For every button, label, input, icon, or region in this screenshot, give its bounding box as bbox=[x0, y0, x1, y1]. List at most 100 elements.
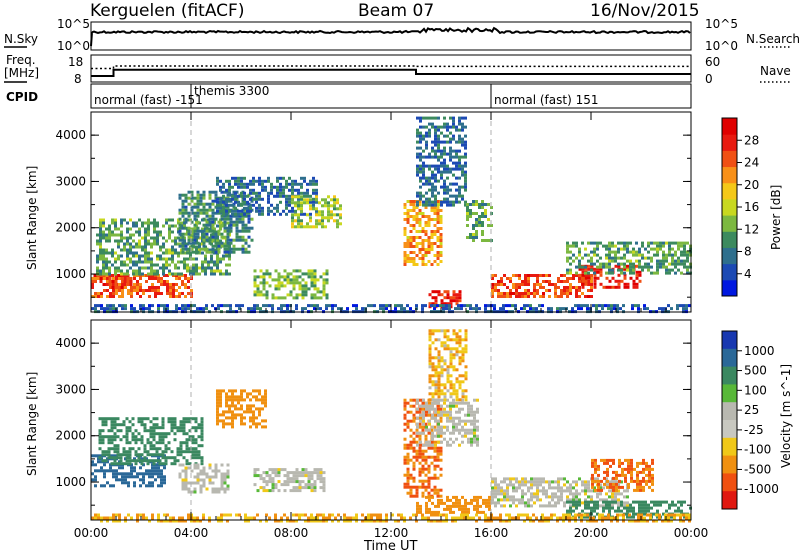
heatmap-cell bbox=[668, 268, 671, 272]
heatmap-cell bbox=[128, 459, 132, 463]
heatmap-cell bbox=[258, 191, 261, 195]
heatmap-cell bbox=[107, 429, 111, 433]
heatmap-cell bbox=[120, 269, 123, 273]
heatmap-cell bbox=[614, 492, 617, 496]
heatmap-cell bbox=[151, 484, 154, 488]
heatmap-cell bbox=[129, 266, 132, 270]
heatmap-cell bbox=[554, 501, 557, 505]
heatmap-cell bbox=[406, 410, 410, 414]
heatmap-cell bbox=[255, 407, 258, 411]
heatmap-cell bbox=[126, 257, 129, 261]
heatmap-cell bbox=[644, 509, 647, 513]
heatmap-cell bbox=[382, 304, 385, 308]
heatmap-cell bbox=[102, 221, 105, 225]
heatmap-cell bbox=[530, 292, 533, 295]
heatmap-cell bbox=[274, 269, 278, 273]
heatmap-cell bbox=[551, 283, 554, 286]
heatmap-cell bbox=[190, 208, 194, 212]
heatmap-cell bbox=[436, 236, 440, 239]
heatmap-cell bbox=[644, 512, 647, 516]
heatmap-cell bbox=[225, 197, 228, 201]
heatmap-cell bbox=[246, 407, 249, 411]
heatmap-cell bbox=[301, 471, 305, 475]
heatmap-cell bbox=[437, 425, 440, 429]
heatmap-cell bbox=[603, 470, 606, 474]
heatmap-cell bbox=[548, 289, 551, 292]
heatmap-cell bbox=[108, 233, 111, 237]
heatmap-cell bbox=[575, 506, 578, 510]
heatmap-cell bbox=[145, 469, 148, 473]
heatmap-cell bbox=[581, 501, 584, 505]
heatmap-cell bbox=[584, 506, 587, 510]
heatmap-cell bbox=[437, 338, 441, 342]
heatmap-cell bbox=[250, 307, 253, 311]
heatmap-cell bbox=[578, 247, 581, 251]
heatmap-cell bbox=[258, 176, 261, 180]
heatmap-cell bbox=[292, 287, 296, 291]
heatmap-cell bbox=[431, 401, 434, 405]
heatmap-cell bbox=[382, 307, 385, 311]
heatmap-cell bbox=[603, 482, 606, 486]
heatmap-cell bbox=[184, 304, 187, 308]
heatmap-cell bbox=[144, 233, 147, 237]
heatmap-cell bbox=[572, 253, 575, 257]
heatmap-cell bbox=[572, 498, 575, 502]
heatmap-cell bbox=[300, 225, 303, 229]
heatmap-cell bbox=[264, 398, 267, 402]
heatmap-cell bbox=[304, 486, 308, 490]
heatmap-cell bbox=[422, 164, 425, 168]
heatmap-cell bbox=[196, 229, 200, 233]
heatmap-cell bbox=[249, 416, 252, 420]
heatmap-cell bbox=[99, 221, 102, 225]
heatmap-cell bbox=[307, 477, 311, 481]
heatmap-cell bbox=[237, 176, 240, 180]
heatmap-cell bbox=[120, 239, 123, 243]
heatmap-cell bbox=[339, 204, 342, 208]
heatmap-cell bbox=[503, 498, 506, 502]
heatmap-cell bbox=[187, 286, 190, 289]
heatmap-cell bbox=[412, 209, 416, 212]
heatmap-cell bbox=[252, 395, 255, 399]
heatmap-cell bbox=[467, 410, 470, 414]
heatmap-cell bbox=[596, 495, 599, 499]
heatmap-cell bbox=[208, 466, 212, 470]
heatmap-cell bbox=[319, 477, 323, 481]
heatmap-cell bbox=[487, 203, 490, 206]
heatmap-cell bbox=[102, 233, 105, 237]
heatmap-cell bbox=[608, 489, 611, 493]
heatmap-cell bbox=[548, 480, 551, 484]
heatmap-cell bbox=[298, 275, 302, 279]
heatmap-cell bbox=[587, 282, 591, 286]
heatmap-cell bbox=[112, 472, 115, 476]
heatmap-cell bbox=[300, 182, 303, 186]
heatmap-cell bbox=[394, 307, 397, 311]
heatmap-cell bbox=[277, 275, 281, 279]
heatmap-cell bbox=[292, 275, 296, 279]
heatmap-cell bbox=[115, 277, 118, 280]
heatmap-cell bbox=[626, 250, 629, 254]
heatmap-cell bbox=[446, 404, 449, 408]
heatmap-cell bbox=[400, 304, 403, 308]
heatmap-cell bbox=[500, 504, 503, 508]
heatmap-cell bbox=[258, 413, 261, 417]
heatmap-cell bbox=[596, 244, 599, 248]
heatmap-cell bbox=[422, 149, 425, 153]
heatmap-cell bbox=[133, 457, 136, 461]
heatmap-cell bbox=[566, 289, 569, 292]
heatmap-cell bbox=[416, 200, 419, 204]
heatmap-cell bbox=[452, 398, 455, 402]
heatmap-cell bbox=[436, 446, 440, 450]
heatmap-cell bbox=[124, 475, 127, 479]
heatmap-cell bbox=[677, 268, 680, 272]
heatmap-cell bbox=[437, 395, 441, 399]
heatmap-cell bbox=[177, 254, 180, 258]
heatmap-cell bbox=[104, 420, 108, 424]
heatmap-cell bbox=[179, 441, 183, 445]
heatmap-cell bbox=[439, 494, 443, 498]
heatmap-cell bbox=[425, 501, 428, 505]
heatmap-cell bbox=[436, 491, 440, 495]
heatmap-cell bbox=[554, 492, 557, 496]
heatmap-cell bbox=[150, 269, 153, 273]
heatmap-cell bbox=[240, 395, 243, 399]
heatmap-cell bbox=[527, 289, 530, 292]
